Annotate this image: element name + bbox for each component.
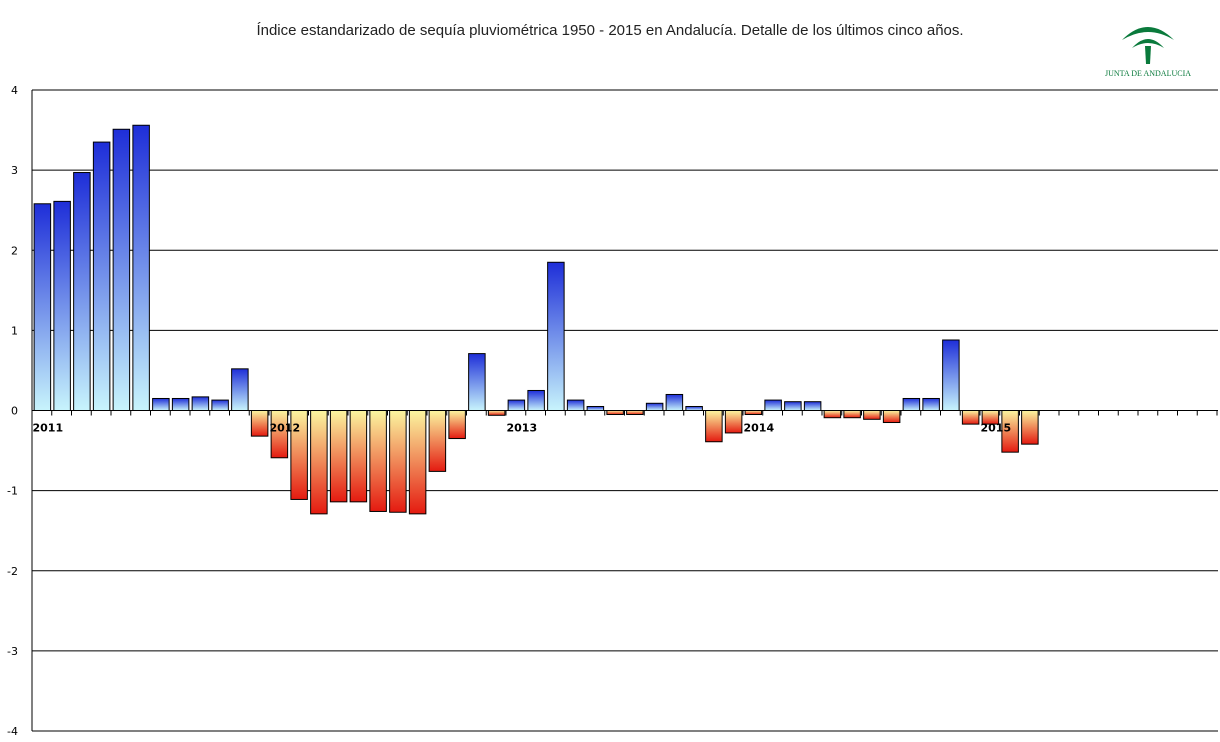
bar-2011-08	[171, 397, 190, 412]
bar-2011-05	[112, 128, 131, 411]
bar-2012-07	[389, 410, 407, 513]
bar-2012-01	[270, 410, 289, 459]
bar-2014-05	[823, 410, 842, 419]
bar-2012-12	[487, 410, 506, 416]
bar-2013-02	[527, 389, 545, 411]
bar-2012-08	[408, 410, 427, 515]
logo-emblem-icon: JUNTA DE ANDALUCIA	[1105, 27, 1191, 78]
bar-2014-02	[764, 399, 782, 411]
bar-2011-12	[250, 410, 269, 437]
y-tick-label: 2	[11, 244, 18, 257]
year-label: 2015	[981, 422, 1012, 435]
bar-2011-01	[33, 203, 52, 411]
bar-2014-10	[922, 397, 940, 412]
bar-2011-06	[132, 124, 150, 411]
y-tick-label: -4	[7, 725, 18, 738]
bar-2013-07	[626, 410, 644, 416]
y-tick-label: 0	[11, 405, 18, 418]
bar-2013-04	[566, 399, 585, 411]
junta-de-andalucia-logo: JUNTA DE ANDALUCIA	[1082, 8, 1214, 92]
bar-2011-11	[231, 368, 249, 411]
bar-2012-11	[468, 353, 486, 411]
y-tick-label: -2	[7, 565, 18, 578]
bar-2014-04	[803, 401, 822, 411]
chart-title: Índice estandarizado de sequía pluviomét…	[256, 22, 964, 39]
bar-2013-12	[724, 410, 743, 434]
y-axis: 4 3 2 1 0 -1 -2 -3 -4	[7, 84, 18, 738]
bar-2012-03	[310, 410, 328, 515]
y-tick-label: -1	[7, 485, 18, 498]
bar-2011-10	[211, 399, 229, 411]
bar-2012-06	[369, 410, 387, 512]
bar-2013-10	[685, 405, 703, 411]
bar-2011-09	[191, 396, 210, 412]
year-label: 2012	[270, 422, 301, 435]
bar-2012-09	[428, 410, 447, 472]
bar-2012-10	[448, 410, 466, 440]
bar-2014-03	[784, 401, 802, 411]
y-tick-label: -3	[7, 645, 18, 658]
y-tick-label: 3	[11, 164, 18, 177]
bar-2012-04	[329, 410, 348, 503]
bar-2015-03	[1021, 410, 1039, 445]
bar-2013-08	[645, 402, 664, 412]
year-label: 2014	[744, 422, 775, 435]
bar-2013-01	[507, 399, 526, 411]
bar-2013-11	[705, 410, 723, 443]
bar-2011-03	[73, 172, 91, 411]
bar-2012-02	[290, 410, 308, 500]
x-axis-ticks	[31, 410, 1218, 416]
y-tick-label: 1	[11, 324, 18, 337]
y-tick-label: 4	[11, 84, 18, 97]
bar-2014-11	[942, 339, 960, 411]
year-label: 2013	[507, 422, 538, 435]
bar-2015-01	[981, 410, 1000, 425]
bar-2013-05	[586, 405, 605, 411]
bar-2011-07	[152, 397, 170, 412]
year-label: 2011	[33, 422, 64, 435]
bar-2014-01	[744, 410, 763, 416]
bar-2014-12	[961, 410, 980, 425]
bar-2015-02	[1001, 410, 1019, 453]
bar-2014-06	[843, 410, 861, 419]
bar-2013-09	[665, 393, 684, 412]
bar-2013-06	[606, 410, 624, 416]
logo-wordmark: JUNTA DE ANDALUCIA	[1105, 69, 1191, 78]
bar-2011-04	[92, 141, 111, 412]
bar-2012-05	[349, 410, 368, 503]
gridlines	[31, 89, 1218, 732]
bar-2011-02	[53, 200, 71, 411]
x-axis: 2011 2012 2013 2014 2015	[33, 422, 1012, 435]
bar-2014-07	[863, 410, 881, 420]
bar-2014-08	[882, 410, 901, 424]
bar-2013-03	[547, 261, 565, 411]
bar-2014-09	[902, 397, 921, 412]
bars	[33, 124, 1039, 515]
